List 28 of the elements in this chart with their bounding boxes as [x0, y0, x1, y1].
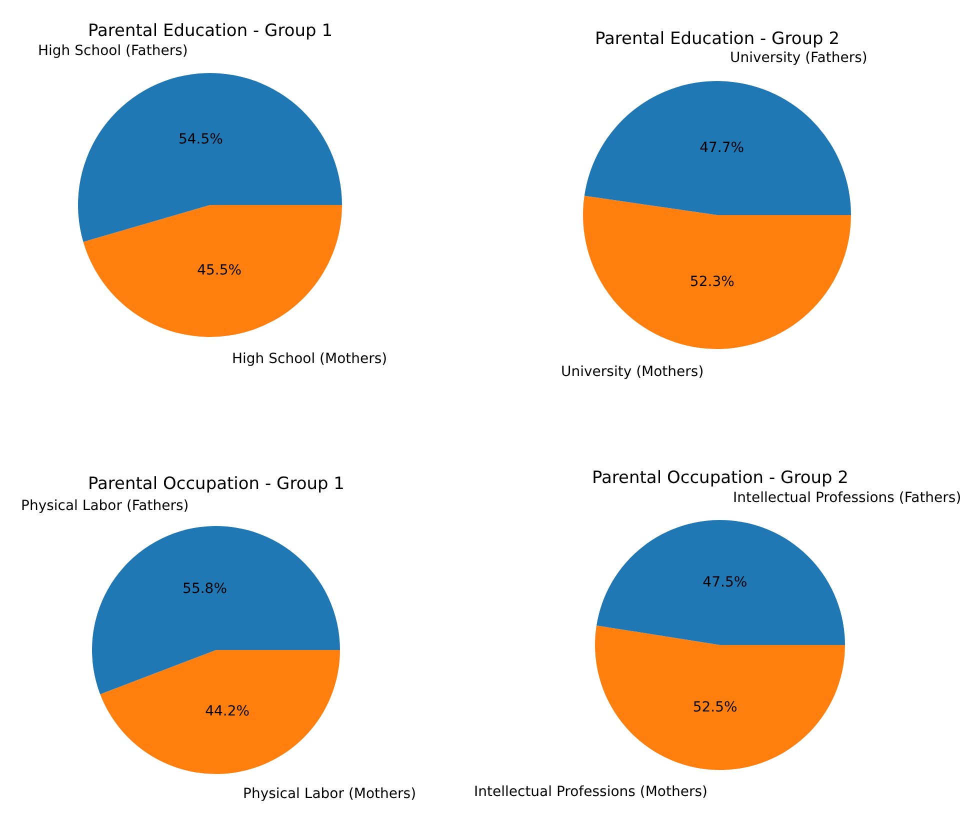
slice-label: University (Fathers)	[730, 50, 868, 66]
pie-slice	[92, 526, 340, 694]
slice-label: Intellectual Professions (Mothers)	[474, 784, 708, 800]
pie-slice	[596, 520, 845, 645]
chart-title: Parental Occupation - Group 2	[592, 468, 849, 488]
pie-slice	[584, 81, 851, 215]
slice-label: University (Mothers)	[561, 364, 704, 380]
data-label: 54.5%	[178, 132, 223, 148]
data-label: 47.7%	[700, 140, 744, 156]
chart-title: Parental Occupation - Group 1	[88, 474, 345, 494]
pie-slice	[595, 625, 845, 770]
data-label: 55.8%	[182, 581, 228, 598]
chart-title: Parental Education - Group 1	[88, 21, 333, 41]
chart-title: Parental Education - Group 2	[595, 29, 840, 49]
data-label: 47.5%	[702, 574, 748, 591]
data-label: 52.3%	[690, 274, 734, 290]
data-label: 45.5%	[197, 262, 242, 279]
slice-label: Intellectual Professions (Fathers)	[733, 490, 962, 506]
slice-label: Physical Labor (Fathers)	[21, 498, 189, 514]
pie-slice	[100, 650, 340, 774]
pie-slice	[583, 196, 851, 349]
slice-label: Physical Labor (Mothers)	[243, 786, 416, 802]
slice-label: High School (Mothers)	[232, 351, 388, 367]
pie-slice	[78, 73, 342, 242]
data-label: 44.2%	[205, 703, 250, 720]
data-label: 52.5%	[692, 699, 738, 716]
slice-label: High School (Fathers)	[38, 43, 188, 59]
pie-slice	[83, 205, 342, 337]
